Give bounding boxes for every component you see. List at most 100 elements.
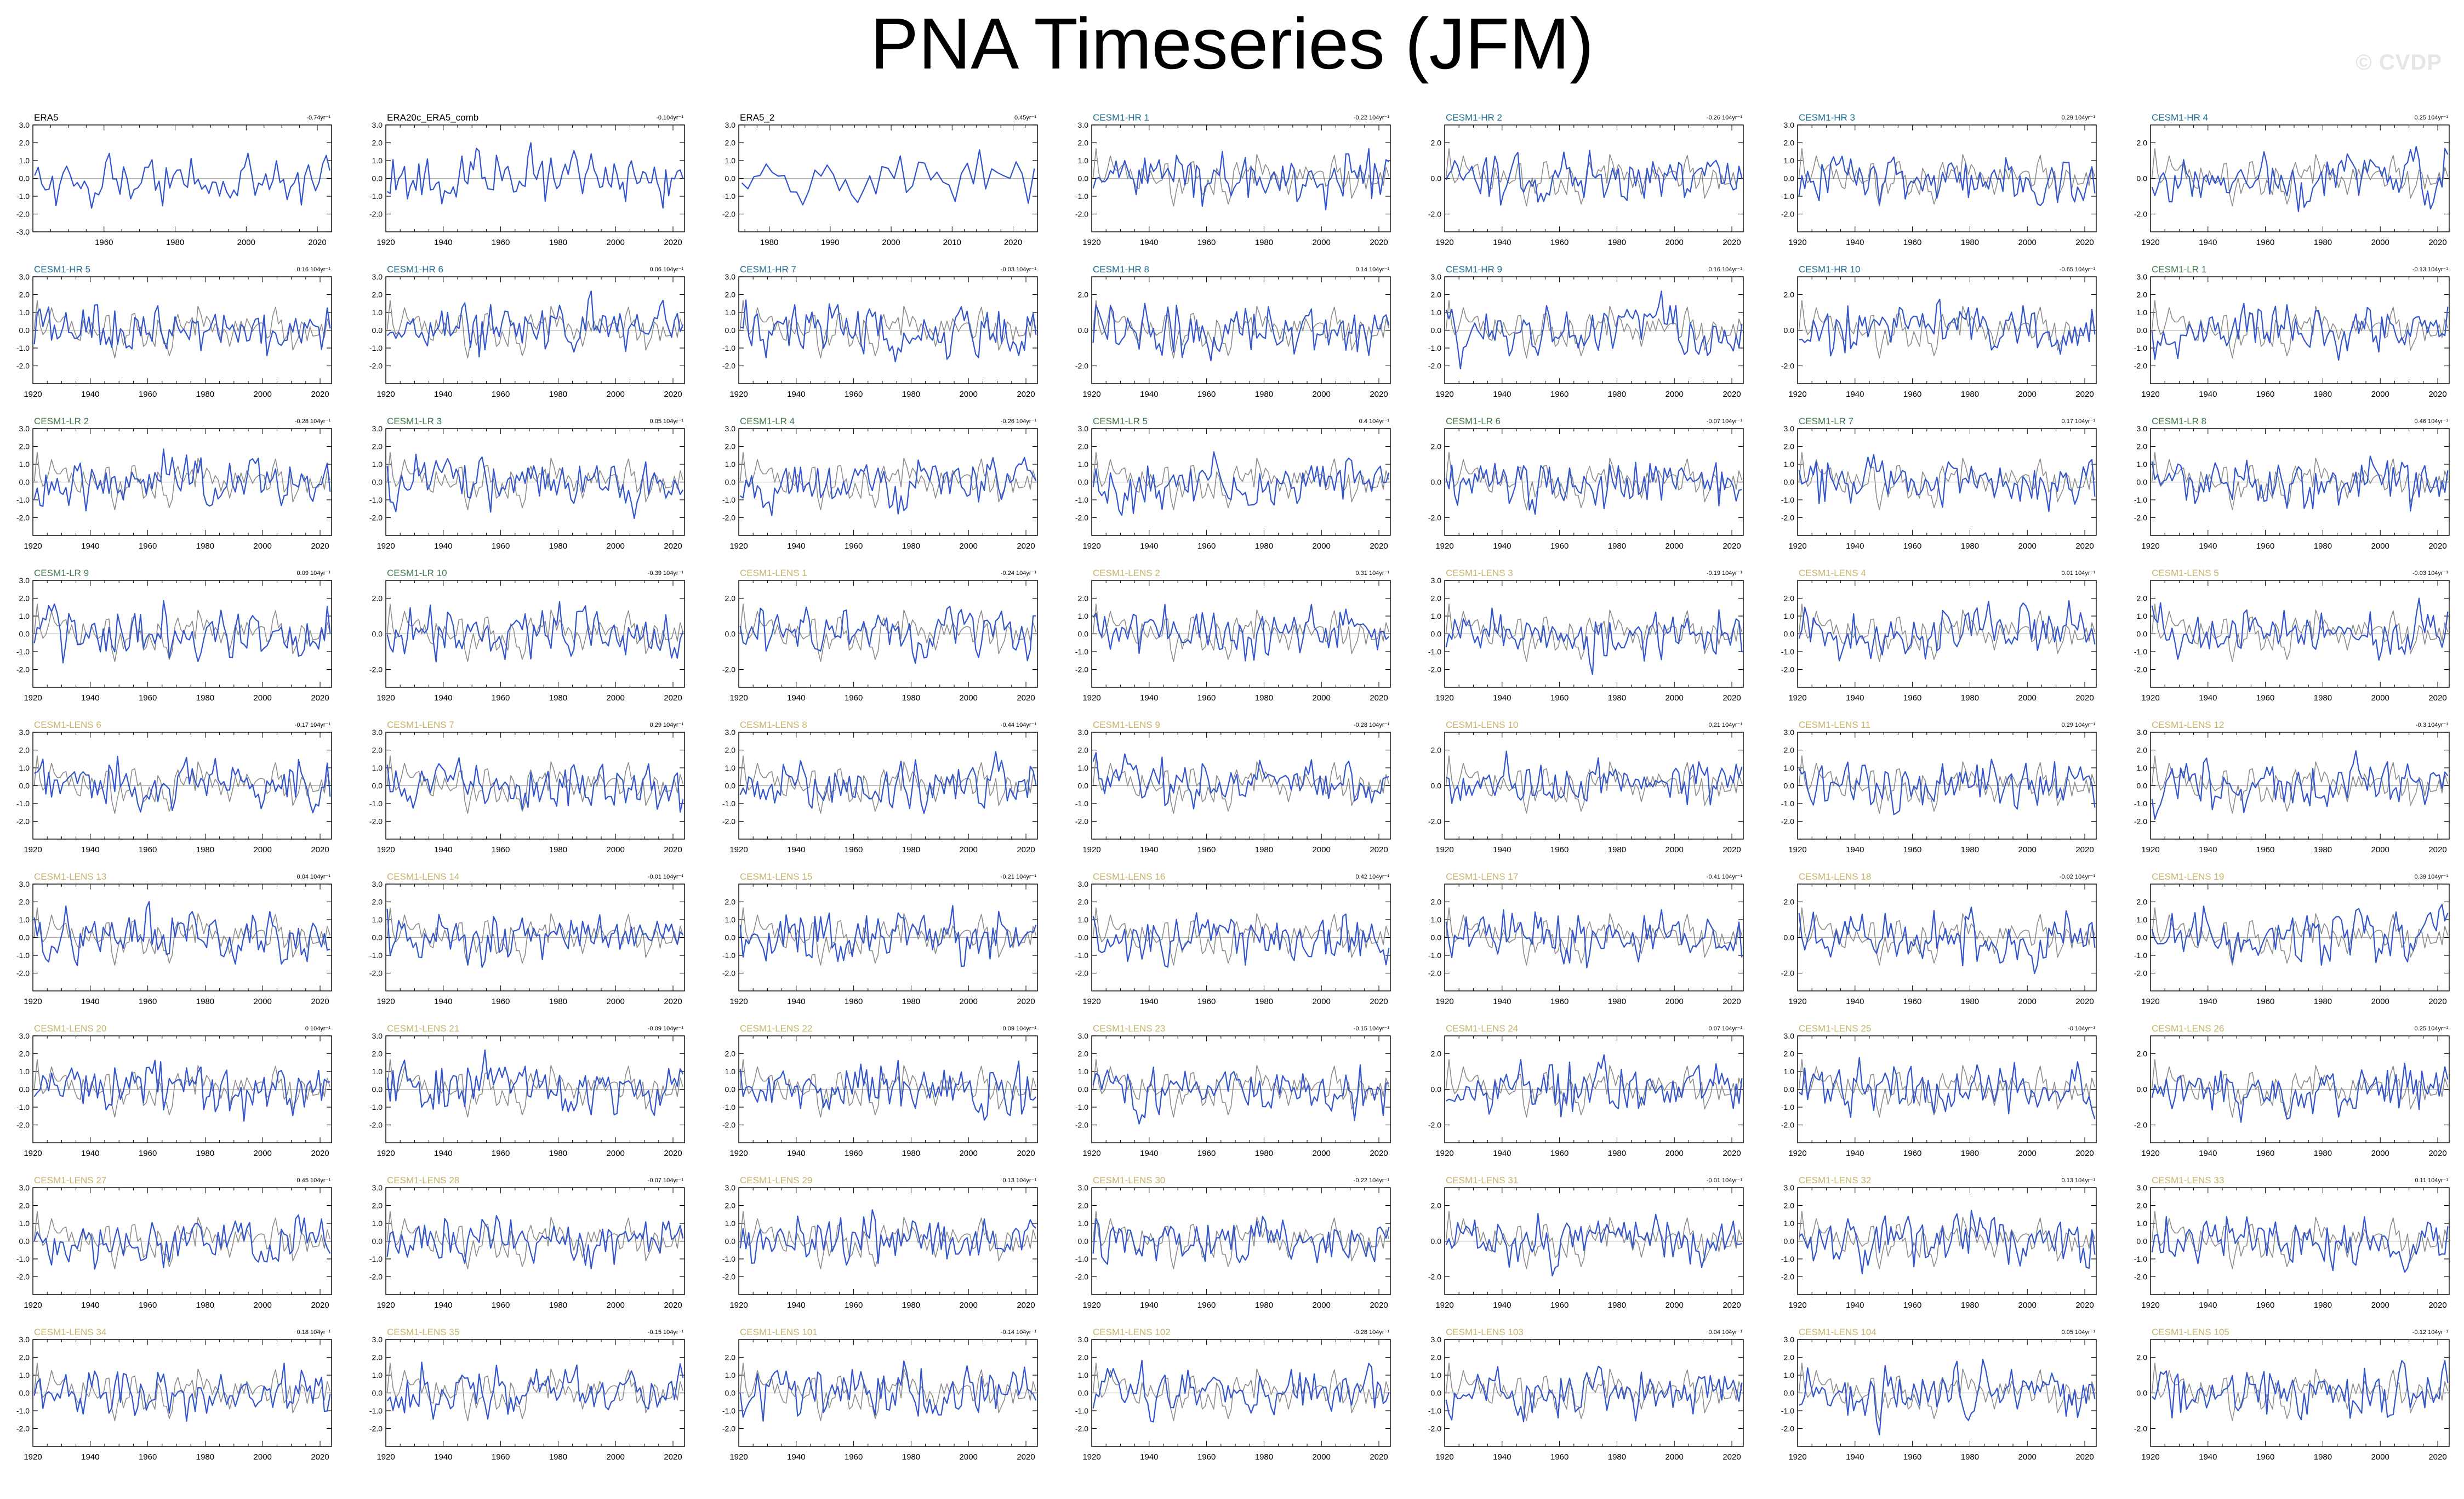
panel-cesm1-lr-9: CESM1-LR 9 0.09 104yr⁻¹ 3.0 2.0 1.0 0.0 -1.0 -2… [16, 568, 332, 703]
x-tick-label: 1960 [1197, 542, 1216, 551]
y-tick-label: 0.0 [2137, 326, 2148, 335]
panel-label: CESM1-LENS 23 [1093, 1023, 1165, 1034]
observed-series-line [1445, 1059, 1743, 1118]
y-tick-label: -1.0 [1075, 1406, 1088, 1415]
y-tick-label: 2.0 [2137, 746, 2148, 755]
x-tick-label: 1920 [1435, 1301, 1453, 1310]
observed-series-line [33, 300, 331, 358]
y-tick-label: 1.0 [1431, 915, 1442, 924]
panel-cesm1-lr-2: CESM1-LR 2 -0.28 104yr⁻¹ 3.0 2.0 1.0 0.0 -1.0 -… [16, 416, 332, 551]
y-tick-label: -1.0 [2134, 344, 2147, 352]
x-tick-label: 1920 [2141, 997, 2159, 1006]
observed-series-line [386, 452, 684, 510]
observed-series-line [739, 907, 1037, 966]
x-tick-label: 1940 [2199, 238, 2217, 247]
x-tick-label: 2020 [1370, 997, 1388, 1006]
y-tick-label: -2.0 [2134, 1424, 2147, 1433]
y-tick-label: -1.0 [2134, 647, 2147, 656]
y-tick-label: -2.0 [1781, 817, 1794, 826]
y-tick-label: -1.0 [369, 344, 383, 352]
x-tick-label: 1920 [1788, 693, 1806, 703]
x-tick-label: 1960 [1903, 1301, 1921, 1310]
y-tick-label: 3.0 [1784, 1335, 1795, 1344]
observed-series-line [1445, 148, 1743, 207]
x-tick-label: 2000 [960, 390, 978, 399]
x-tick-label: 2000 [2018, 1301, 2037, 1310]
y-tick-label: -2.0 [1428, 969, 1441, 978]
y-tick-label: 0.0 [1431, 933, 1442, 942]
series-line [1798, 907, 2096, 974]
x-tick-label: 1980 [2314, 693, 2332, 703]
y-tick-label: 0.0 [1784, 933, 1795, 942]
x-tick-label: 1940 [81, 1149, 99, 1158]
x-tick-label: 2020 [1017, 693, 1035, 703]
observed-series-line [1092, 300, 1390, 358]
panel-trend: -0.3 104yr⁻¹ [2416, 722, 2448, 728]
panel-label: CESM1-LR 3 [387, 416, 442, 426]
panel-label: CESM1-LENS 35 [387, 1327, 459, 1337]
series-line [1798, 759, 2096, 816]
x-tick-label: 2000 [1666, 1149, 1684, 1158]
y-tick-label: 2.0 [372, 139, 383, 147]
y-tick-label: -1.0 [1781, 192, 1794, 201]
panel-trend: -0.12 104yr⁻¹ [2412, 1329, 2448, 1336]
y-tick-label: -2.0 [1428, 1424, 1441, 1433]
panel-cesm1-lens-32: CESM1-LENS 32 0.13 104yr⁻¹ 3.0 2.0 1.0 0.0 -1.… [1781, 1175, 2097, 1310]
panel-cesm1-lens-2: CESM1-LENS 2 0.31 104yr⁻¹ 2.0 1.0 0.0 -1.0 -2.… [1075, 568, 1391, 703]
panel-label: CESM1-LENS 101 [740, 1327, 818, 1337]
panel-cesm1-lens-13: CESM1-LENS 13 0.04 104yr⁻¹ 3.0 2.0 1.0 0.0 -1.… [16, 871, 332, 1006]
x-tick-label: 1920 [1082, 390, 1100, 399]
series-line [33, 1059, 330, 1122]
panel-cesm1-lens-25: CESM1-LENS 25 -0 104yr⁻¹ 3.0 2.0 1.0 0.0 -1.0 -… [1781, 1023, 2097, 1158]
x-tick-label: 2000 [607, 1452, 625, 1462]
x-tick-label: 1940 [2199, 1301, 2217, 1310]
series-line [739, 1360, 1037, 1422]
x-tick-label: 1960 [2256, 1452, 2274, 1462]
series-line [740, 299, 1037, 362]
panel-cesm1-lens-7: CESM1-LENS 7 0.29 104yr⁻¹ 3.0 2.0 1.0 0.0 -1.0… [369, 720, 685, 854]
y-tick-label: 3.0 [1784, 1031, 1795, 1040]
y-tick-label: 2.0 [1784, 139, 1795, 147]
panel-label: CESM1-LENS 17 [1446, 871, 1518, 882]
y-tick-label: -2.0 [369, 969, 383, 978]
x-tick-label: 1940 [1140, 1149, 1158, 1158]
y-tick-label: 0.0 [372, 1389, 383, 1398]
series-line [739, 457, 1037, 516]
panel-label: CESM1-LR 7 [1799, 416, 1853, 426]
y-tick-label: 3.0 [1784, 424, 1795, 433]
y-tick-label: 2.0 [19, 1353, 30, 1362]
panel-cesm1-lens-19: CESM1-LENS 19 0.39 104yr⁻¹ 2.0 1.0 0.0 -1.0 -2… [2134, 871, 2450, 1006]
y-tick-label: -2.0 [722, 514, 735, 522]
x-tick-label: 1940 [1846, 1301, 1864, 1310]
y-tick-label: 2.0 [1431, 1201, 1442, 1210]
y-tick-label: -2.0 [1781, 1121, 1794, 1130]
x-tick-label: 1940 [1493, 845, 1511, 854]
x-tick-label: 2020 [2075, 238, 2094, 247]
x-tick-label: 2020 [1722, 997, 1741, 1006]
x-tick-label: 1960 [139, 845, 157, 854]
panel-trend: -0.03 104yr⁻¹ [1001, 266, 1036, 273]
x-tick-label: 1940 [1846, 845, 1864, 854]
y-tick-label: 1.0 [1078, 1067, 1089, 1076]
panel-trend: -0.03 104yr⁻¹ [2412, 570, 2448, 577]
y-tick-label: 2.0 [2137, 898, 2148, 907]
y-tick-label: 1.0 [725, 460, 736, 469]
y-tick-label: -1.0 [1428, 951, 1441, 960]
x-tick-label: 1920 [377, 1452, 395, 1462]
panel-cesm1-lens-16: CESM1-LENS 16 0.42 104yr⁻¹ 3.0 2.0 1.0 0.0 -1.… [1075, 871, 1391, 1006]
y-tick-label: -1.0 [1781, 1406, 1794, 1415]
x-tick-label: 1920 [1082, 542, 1100, 551]
x-tick-label: 1960 [139, 390, 157, 399]
observed-series-line [33, 755, 331, 814]
y-tick-label: 3.0 [1078, 728, 1089, 737]
y-tick-label: 1.0 [725, 1067, 736, 1076]
x-tick-label: 1980 [2314, 1149, 2332, 1158]
series-line [739, 606, 1036, 664]
y-tick-label: 3.0 [19, 424, 30, 433]
observed-series-line [386, 907, 684, 966]
observed-series-line [386, 1211, 684, 1269]
y-tick-label: 2.0 [1431, 1353, 1442, 1362]
x-tick-label: 1920 [24, 845, 42, 854]
observed-series-line [2151, 300, 2449, 358]
y-tick-label: 1.0 [19, 915, 30, 924]
